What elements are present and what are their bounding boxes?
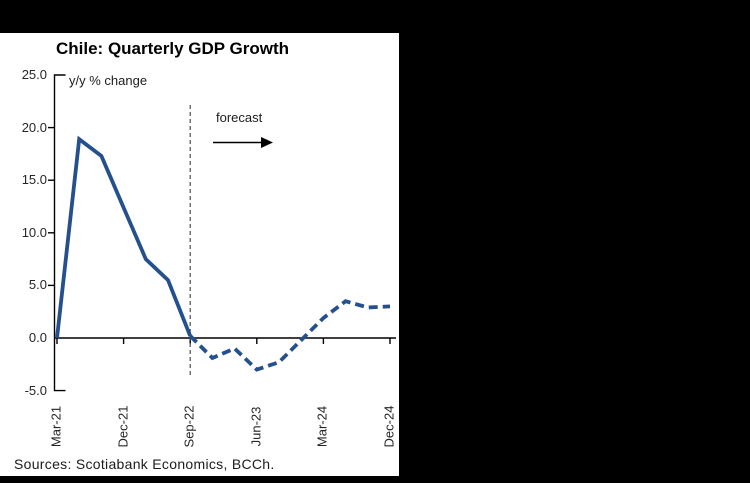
y-axis-tick-label: 20.0 xyxy=(21,119,47,135)
x-axis-tick-label: Sep-22 xyxy=(181,405,197,448)
y-axis-tick-label: 5.0 xyxy=(28,277,47,293)
y-axis-tick-label: 25.0 xyxy=(21,67,47,82)
y-axis-tick-label: 10.0 xyxy=(21,224,47,240)
y-axis-tick-label: 15.0 xyxy=(21,172,47,188)
y-axis-tick-label: 0.0 xyxy=(28,330,47,345)
source-note: Sources: Scotiabank Economics, BCCh. xyxy=(14,456,275,472)
y-axis-tick-label: -5.0 xyxy=(24,382,47,398)
x-axis-tick-label: Jun-23 xyxy=(248,406,264,447)
x-axis-tick-label: Dec-21 xyxy=(115,405,131,448)
x-axis-tick-label: Mar-24 xyxy=(314,405,330,448)
forecast-annotation-label: forecast xyxy=(216,110,263,125)
y-axis-unit-label: y/y % change xyxy=(69,73,148,88)
chart-title: Chile: Quarterly GDP Growth xyxy=(56,39,290,58)
x-axis-tick-label: Dec-24 xyxy=(381,405,397,448)
right-arrow-icon xyxy=(213,137,273,148)
x-axis-tick-label: Mar-21 xyxy=(48,405,64,448)
